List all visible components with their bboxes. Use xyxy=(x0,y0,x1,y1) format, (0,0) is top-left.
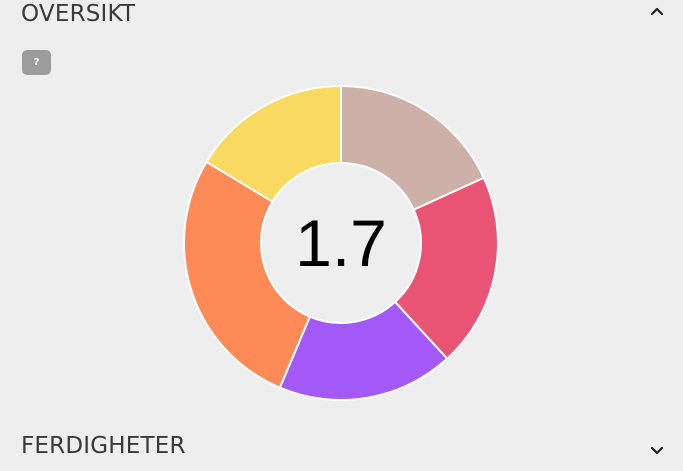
donut-slice-3[interactable] xyxy=(278,300,449,401)
donut-slice-2[interactable] xyxy=(393,176,499,361)
donut-slice-5[interactable] xyxy=(205,85,342,204)
skills-title: FERDIGHETER xyxy=(21,433,186,459)
chevron-up-icon[interactable] xyxy=(649,4,665,20)
donut-svg xyxy=(183,85,499,401)
donut-slice-1[interactable] xyxy=(340,85,486,212)
skills-section-header[interactable]: FERDIGHETER xyxy=(0,430,683,464)
donut-slice-4[interactable] xyxy=(183,160,312,389)
overview-donut-chart: 1.7 xyxy=(183,85,499,401)
overview-section-header[interactable]: OVERSIKT xyxy=(0,0,683,34)
help-button[interactable]: ? xyxy=(22,50,51,75)
chevron-down-icon[interactable] xyxy=(649,442,665,458)
overview-title: OVERSIKT xyxy=(21,1,136,27)
